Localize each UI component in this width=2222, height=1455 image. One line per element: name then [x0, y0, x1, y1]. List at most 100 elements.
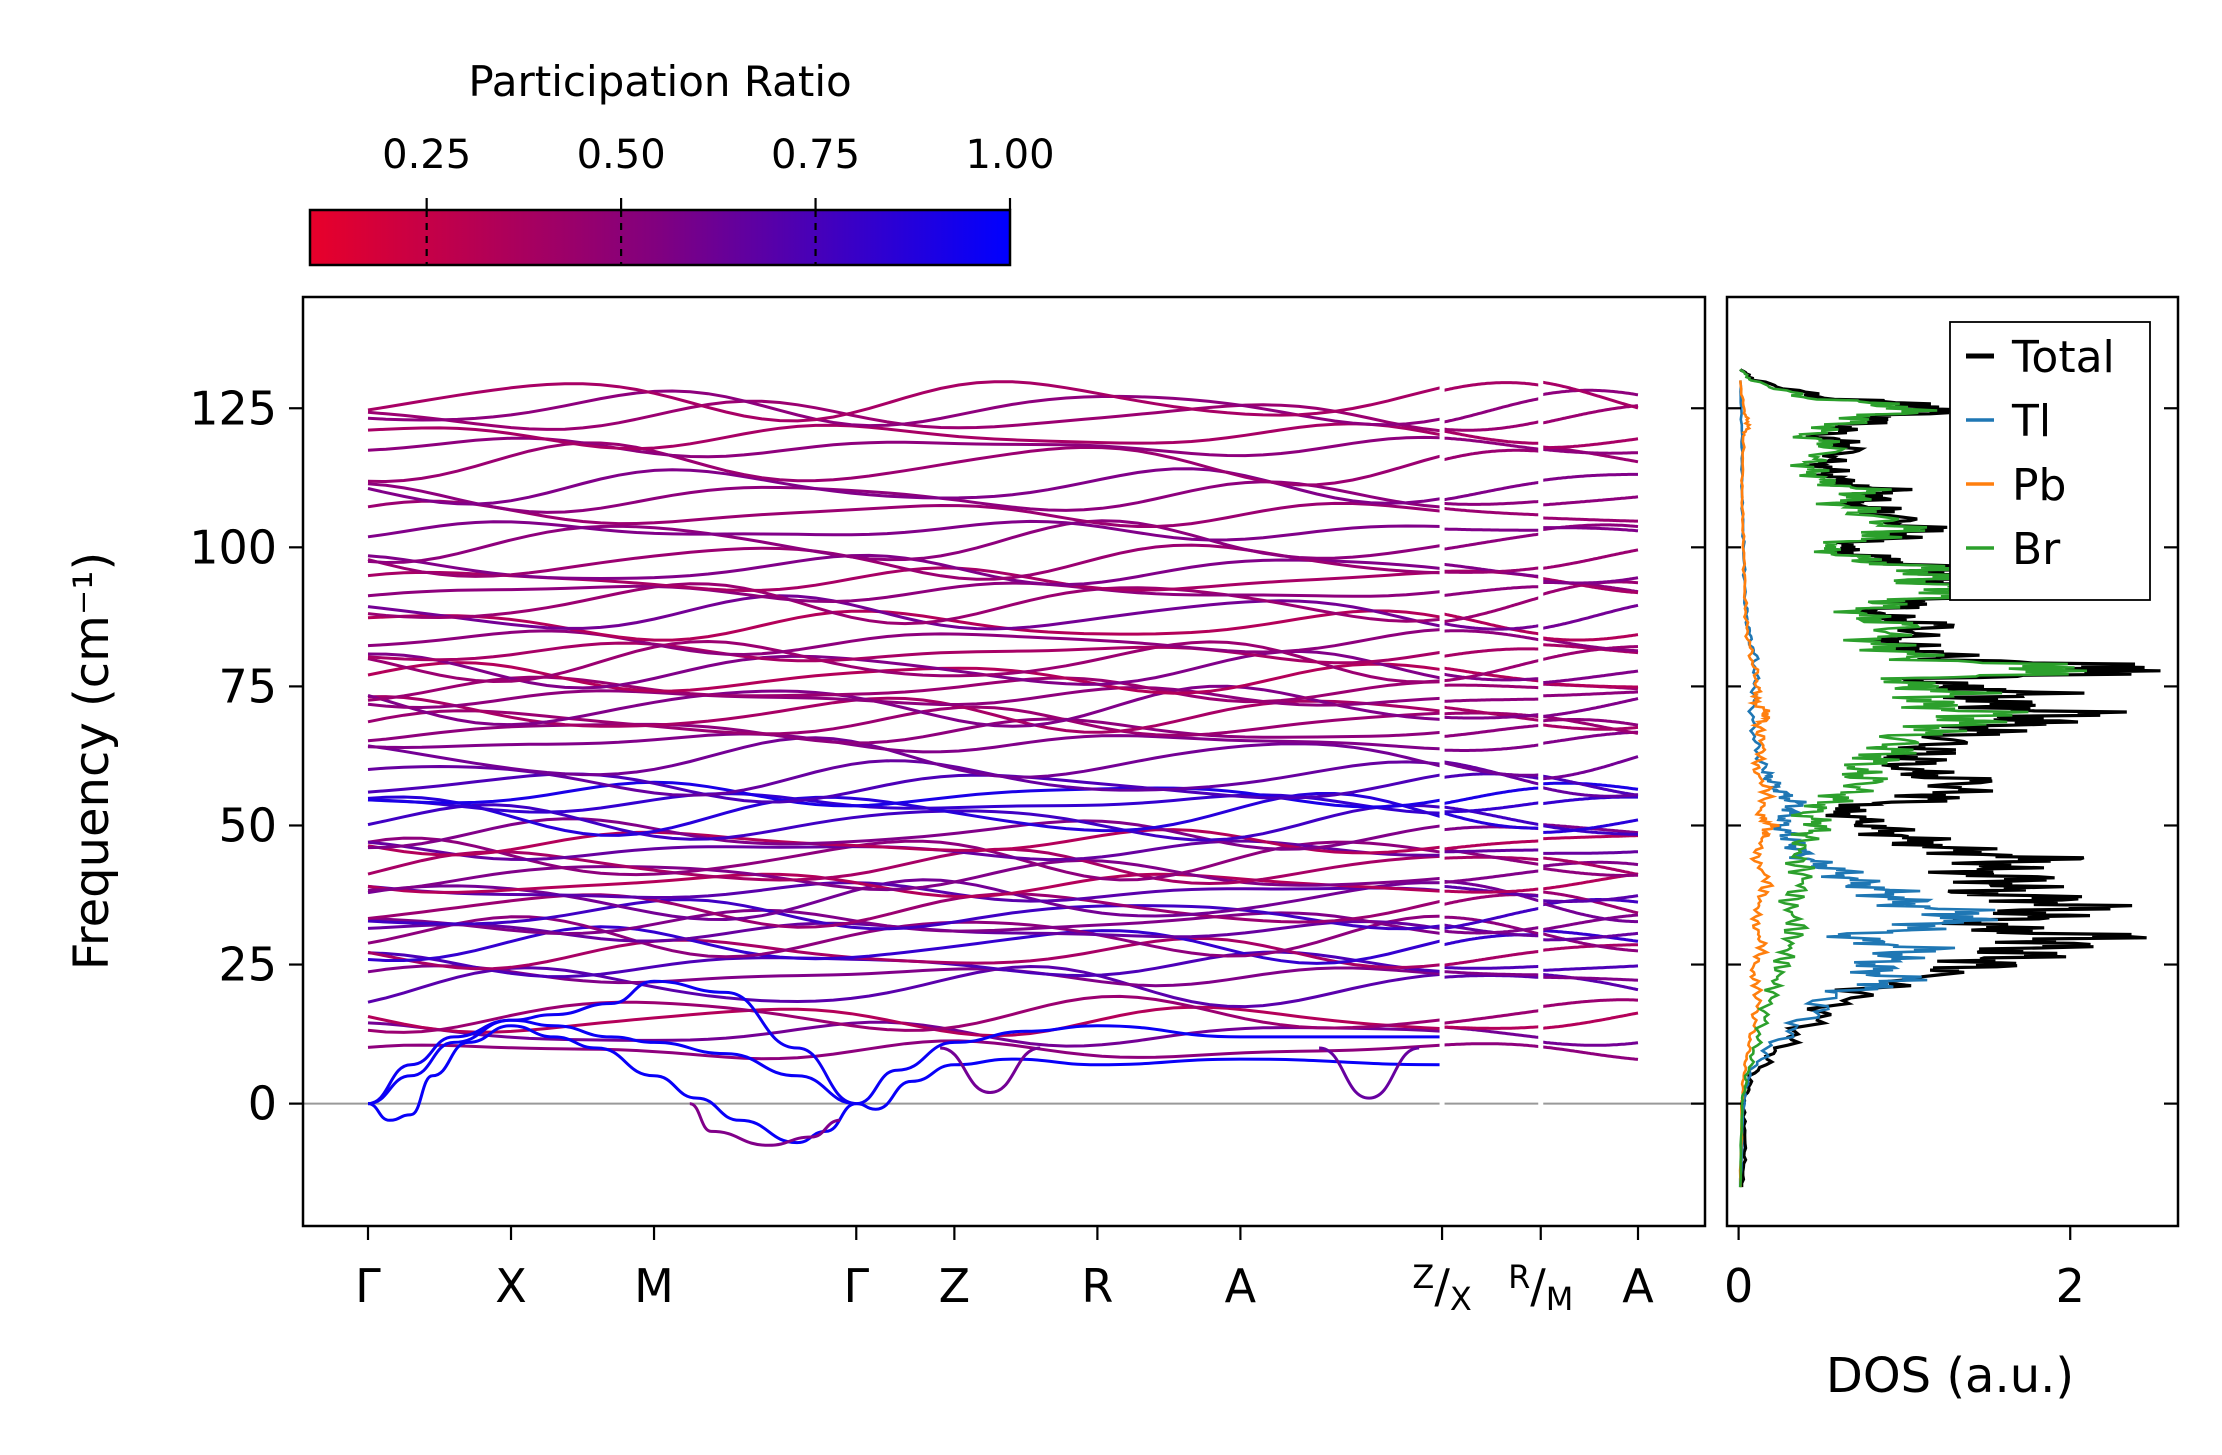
band-line [1442, 801, 1541, 814]
k-label-composite: Z/X [1412, 1258, 1471, 1318]
band-line [1441, 1008, 1541, 1025]
k-label-main: / [1530, 1259, 1546, 1313]
band-line [1441, 925, 1541, 935]
band-line [1441, 949, 1541, 967]
band-line [1441, 869, 1541, 885]
band-line [1540, 1040, 1639, 1047]
band-line [367, 467, 1443, 506]
legend-box [1949, 321, 2151, 601]
dos-x-tick-label: 2 [2056, 1259, 2085, 1313]
band-line [367, 684, 1443, 728]
dos-line-pb [1738, 380, 1780, 1188]
band-line [1441, 448, 1541, 462]
band-line [1540, 931, 1639, 942]
band-line [1442, 712, 1541, 720]
band-line [367, 792, 1443, 837]
band-line [1540, 866, 1639, 877]
band-frame [301, 295, 1707, 1228]
k-label: Γ [355, 1259, 381, 1313]
dos-x-tick-label: 0 [1724, 1259, 1753, 1313]
band-line [1540, 818, 1639, 834]
band-line [1540, 781, 1639, 791]
band-line [1442, 683, 1541, 690]
band-line [1442, 629, 1541, 642]
band-line [367, 499, 1443, 528]
band-line [1540, 495, 1639, 507]
y-tick-label: 0 [248, 1077, 277, 1131]
dos-lines [1738, 368, 2161, 1188]
segment-gap [1538, 299, 1544, 1117]
band-line [367, 628, 1443, 657]
band-line [1540, 964, 1639, 972]
band-line [367, 380, 1443, 423]
band-line [367, 566, 1443, 593]
band-line [1540, 380, 1639, 410]
band-line [1442, 527, 1541, 532]
band-line [1540, 856, 1639, 876]
band-line [1442, 723, 1541, 739]
y-axis-label-text: Frequency (cm⁻¹) [64, 552, 120, 970]
band-line [367, 964, 1443, 1009]
colorbar-tick-label: 1.00 [965, 132, 1054, 178]
band-line [367, 705, 1443, 737]
band-line [1441, 811, 1541, 830]
colorbar-tick-label: 0.25 [382, 132, 471, 178]
band-line [367, 759, 1443, 797]
band-line [367, 878, 1443, 922]
band-line [1540, 834, 1638, 841]
y-tick-label: 100 [189, 520, 277, 574]
band-line [1442, 887, 1541, 894]
band-line [1540, 998, 1638, 1009]
band-dip-z [939, 1046, 1041, 1095]
band-line [1540, 645, 1639, 662]
band-line [1442, 566, 1541, 574]
band-line [1540, 636, 1638, 653]
legend-label: Total [2011, 332, 2115, 383]
band-line [1442, 964, 1541, 970]
band-line [1540, 516, 1638, 523]
band-line [367, 717, 1443, 745]
dos-y-ticks [1727, 407, 2178, 1105]
band-line [367, 543, 1443, 581]
band-line [367, 435, 1443, 459]
k-label: R [1081, 1259, 1113, 1313]
band-line [367, 581, 1443, 604]
k-label-sup: R [1508, 1258, 1530, 1296]
band-line [367, 1039, 1443, 1061]
band-line [1540, 943, 1638, 952]
k-label-sub: X [1450, 1280, 1472, 1318]
band-line [367, 881, 1443, 903]
band-line [1540, 669, 1639, 685]
band-line [1540, 437, 1639, 450]
band-line [1540, 901, 1638, 924]
band-acoustic-gz-2 [856, 1024, 1443, 1106]
band-line [1540, 681, 1638, 689]
band-line [1540, 972, 1639, 992]
k-label: M [634, 1259, 674, 1313]
band-line [1441, 906, 1541, 931]
band-line [1441, 705, 1541, 722]
band-soft-mode [689, 1102, 841, 1147]
band-line [1441, 672, 1541, 682]
band-line [367, 858, 1443, 892]
band-y-ticks: 0 25 50 75 100 125 [189, 381, 1705, 1131]
band-line [367, 828, 1443, 857]
band-line [367, 736, 1443, 779]
colorbar-gradient [308, 208, 1012, 267]
k-label: A [1622, 1259, 1654, 1313]
dos-line-br [1738, 368, 2088, 1188]
band-line [1442, 499, 1541, 506]
band-line [367, 936, 1443, 971]
band-lines [367, 299, 1639, 1147]
band-line [367, 780, 1443, 809]
band-line [1441, 760, 1541, 777]
k-label-sub: M [1546, 1280, 1574, 1318]
k-label: Z [939, 1259, 971, 1313]
band-line [1441, 786, 1541, 806]
band-line [1442, 1042, 1541, 1049]
band-line [1540, 603, 1639, 630]
